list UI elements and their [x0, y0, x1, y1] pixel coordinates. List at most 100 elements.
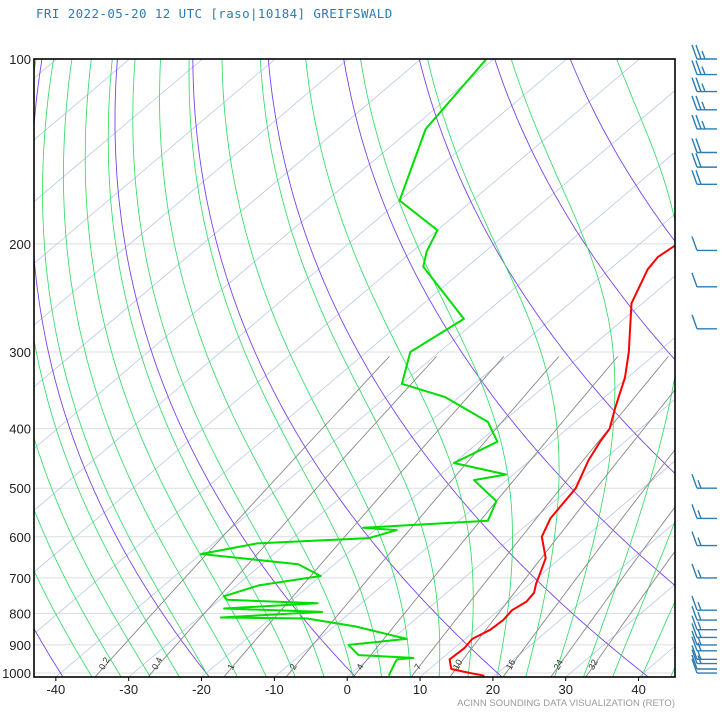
wind-barb-half-feather: [697, 510, 702, 519]
wind-barb-full-feather: [691, 605, 698, 621]
wind-barb: [691, 658, 717, 674]
wind-barb-full-feather: [691, 645, 698, 660]
mixing-ratio-label: 2: [288, 662, 299, 671]
mixing-ratio-line: [223, 356, 505, 677]
wind-barb-full-feather: [691, 563, 698, 579]
isotherm-line: [492, 522, 675, 677]
moist-adiabat-line: [84, 59, 267, 677]
mixing-ratio-label: 1: [225, 662, 236, 671]
wind-barb: [691, 563, 717, 579]
isotherm-line: [201, 275, 675, 677]
mixing-ratio-labels: 0.2 0.4 1 2 4 7 10 16 24 32: [97, 656, 600, 672]
wind-barb: [691, 314, 717, 330]
wind-barb-full-feather: [691, 170, 698, 185]
wind-barb-half-feather: [697, 636, 702, 646]
pressure-tick-label: 800: [9, 607, 31, 622]
dry-adiabat-line: [114, 59, 357, 677]
pressure-tick-label: 100: [9, 52, 31, 67]
temperature-tick-label: -40: [46, 682, 65, 697]
wind-barb-half-feather: [697, 642, 702, 652]
pressure-tick-label: 500: [9, 481, 31, 496]
moist-adiabat-line: [42, 59, 209, 677]
temperature-tick-label: -10: [265, 682, 284, 697]
wind-barb: [691, 138, 717, 154]
wind-barb-half-feather: [697, 601, 702, 611]
dry-adiabat-line: [343, 59, 675, 587]
mixing-ratio-label: 10: [451, 658, 465, 672]
wind-barb: [691, 654, 717, 670]
temperature-profile-line: [448, 244, 675, 677]
wind-barb-half-feather: [697, 651, 702, 660]
dry-adiabat-line: [418, 59, 675, 475]
isotherm-line: [34, 59, 422, 388]
wind-barb: [691, 152, 717, 168]
isotherm-line: [55, 151, 675, 677]
wind-barb-half-feather: [701, 66, 706, 75]
isotherm-line: [711, 59, 724, 677]
dry-adiabat-line: [267, 59, 649, 677]
temperature-tick-label: 20: [486, 682, 500, 697]
wind-barb-full-feather: [695, 114, 702, 130]
moist-adiabat-line: [583, 59, 675, 677]
wind-barb-full-feather: [691, 77, 698, 92]
wind-barb-full-feather: [691, 654, 698, 670]
temperature-tick-label: -30: [119, 682, 138, 697]
wind-barb-full-feather: [695, 170, 702, 185]
mixing-ratio-label: 24: [552, 658, 566, 672]
moist-adiabat-line: [700, 59, 724, 677]
wind-barb-full-feather: [691, 636, 698, 652]
wind-barb: [691, 236, 717, 252]
temperature-tick-label: 10: [413, 682, 427, 697]
isotherm-line: [346, 398, 675, 677]
wind-barb-full-feather: [691, 272, 698, 288]
moist-adiabat-line: [34, 59, 180, 677]
temperature-tick-label: 30: [559, 682, 573, 697]
isotherm-line: [274, 336, 675, 677]
mixing-ratio-line: [94, 356, 390, 677]
wind-barb-full-feather: [695, 138, 702, 153]
wind-barb-half-feather: [697, 621, 702, 630]
wind-barb-half-feather: [697, 611, 702, 621]
wind-barb: [691, 595, 717, 611]
wind-barb-half-feather: [697, 569, 702, 579]
mixing-ratio-line: [352, 356, 619, 677]
wind-barb-full-feather: [691, 152, 698, 168]
wind-barb: [691, 645, 717, 661]
wind-barb-full-feather: [691, 60, 698, 75]
temperature-tick-label: -20: [192, 682, 211, 697]
wind-barb-full-feather: [691, 658, 698, 674]
dewpoint-profile-line: [200, 59, 507, 677]
wind-barb: [691, 95, 717, 111]
wind-barb-full-feather: [695, 152, 702, 168]
wind-barb: [691, 605, 717, 621]
mixing-ratio-line: [550, 506, 675, 677]
moist-adiabat-line: [132, 59, 325, 677]
mixing-ratio-line: [285, 356, 560, 677]
isotherm-line: [34, 59, 640, 573]
wind-barb: [691, 615, 717, 631]
wind-barb-half-feather: [701, 50, 706, 60]
mixing-ratio-line: [502, 449, 675, 677]
isotherm-line: [34, 90, 675, 635]
isotherm-line: [34, 59, 203, 203]
pressure-tick-label: 200: [9, 237, 31, 252]
moist-adiabat-line: [641, 600, 675, 677]
sounding-profiles: [200, 59, 675, 677]
wind-barb-half-feather: [701, 101, 706, 111]
wind-barb-half-feather: [697, 479, 702, 489]
plot-frame: [33, 58, 676, 678]
wind-barb: [691, 531, 717, 547]
moist-adiabat-line: [107, 59, 296, 677]
mixing-ratio-line: [585, 550, 675, 677]
mixing-ratio-line: [449, 389, 675, 677]
mixing-ratio-line: [410, 356, 669, 677]
moist-adiabat-line: [188, 59, 383, 677]
isotherm-line: [34, 59, 276, 264]
dry-adiabat-line: [192, 59, 503, 677]
temperature-axis: -40 -30 -20 -10 0 10 20 30 40: [46, 677, 646, 697]
isotherm-line: [34, 59, 349, 326]
moist-adiabat-line: [427, 59, 560, 677]
diagram-grid: [34, 59, 724, 677]
dry-adiabat-line: [494, 59, 675, 361]
wind-barb: [691, 114, 717, 130]
